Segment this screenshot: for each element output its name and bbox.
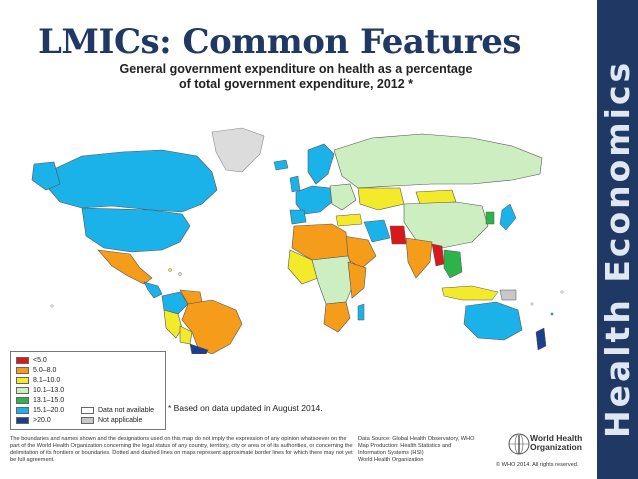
slide-title: LMICs: Common Features [38, 22, 522, 62]
legend-swatch [81, 406, 94, 414]
copyright-text: © WHO 2014. All rights reserved. [496, 462, 579, 468]
legend-item: Not applicable [81, 416, 142, 425]
region-east-africa [347, 261, 367, 299]
legend-swatch [16, 396, 29, 404]
map-title: General government expenditure on health… [96, 62, 496, 92]
region-iceland [273, 159, 289, 171]
legend-item: 13.1–15.0 [16, 396, 64, 405]
legend-swatch [16, 356, 29, 364]
world-map [31, 127, 564, 354]
region-china [403, 201, 489, 249]
legend-swatch [16, 386, 29, 394]
region-eastern-europe [329, 183, 357, 211]
legend-item: >20.0 [16, 416, 51, 425]
region-myanmar [431, 243, 445, 267]
region-scandinavia [307, 143, 335, 185]
source-line: Map Production: Health Statistics and [358, 443, 452, 449]
legend-item: <5.0 [16, 356, 47, 365]
region-colombia [161, 291, 189, 315]
who-emblem-icon [508, 433, 530, 455]
source-line: Data Source: Global Health Observatory, … [358, 436, 475, 442]
region-uk [289, 175, 301, 193]
region-western-europe [295, 185, 333, 215]
region-iberia [289, 209, 307, 225]
source-line: Information Systems (HSI) [358, 450, 424, 456]
region-central-america [143, 281, 163, 299]
sidebar-band [597, 0, 638, 479]
region-madagascar [357, 303, 365, 321]
legend-swatch [16, 416, 29, 424]
region-usa [81, 207, 191, 253]
legend-swatch [81, 416, 94, 424]
legend-item: 5.0–8.0 [16, 366, 56, 375]
legend-item: Data not available [81, 406, 154, 415]
region-australia [463, 301, 523, 341]
region-southern-africa [323, 301, 351, 333]
region-argentina [189, 343, 209, 354]
region-japan [499, 203, 517, 231]
legend-item: 10.1–13.0 [16, 386, 64, 395]
legend-item: 8.1–10.0 [16, 376, 60, 385]
who-wordmark: World Health Organization [530, 433, 583, 452]
legend-item: 15.1–20.0 [16, 406, 64, 415]
region-peru [163, 309, 183, 339]
legend-swatch [16, 366, 29, 374]
region-korea [485, 211, 495, 225]
region-pakistan [389, 225, 407, 245]
data-source: Data Source: Global Health Observatory, … [358, 436, 508, 464]
region-indonesia [441, 285, 499, 301]
region-kazakhstan [357, 187, 405, 211]
region-mexico [97, 249, 153, 285]
sidebar-title: Health Economics [598, 59, 637, 438]
region-alaska [31, 161, 61, 191]
legend-swatch [16, 376, 29, 384]
map-title-line2: of total government expenditure, 2012 * [178, 77, 414, 91]
region-mongolia [415, 189, 457, 205]
map-disclaimer: The boundaries and names shown and the d… [10, 436, 353, 463]
region-iran [363, 219, 391, 243]
region-papua [499, 289, 517, 301]
region-new-zealand [535, 327, 547, 351]
map-footnote: * Based on data updated in August 2014. [168, 403, 323, 413]
region-southeast-asia [443, 249, 463, 279]
region-russia [333, 133, 543, 189]
map-title-line1: General government expenditure on health… [119, 62, 473, 76]
region-west-africa [287, 249, 319, 285]
legend-swatch [16, 406, 29, 414]
region-india [405, 237, 433, 279]
map-legend: <5.0 5.0–8.0 8.1–10.0 10.1–13.0 13.1–15.… [10, 351, 166, 430]
region-greenland [211, 127, 265, 173]
region-brazil [181, 299, 243, 354]
region-turkey [335, 213, 363, 227]
source-line: World Health Organization [358, 457, 424, 463]
region-canada [47, 149, 218, 213]
